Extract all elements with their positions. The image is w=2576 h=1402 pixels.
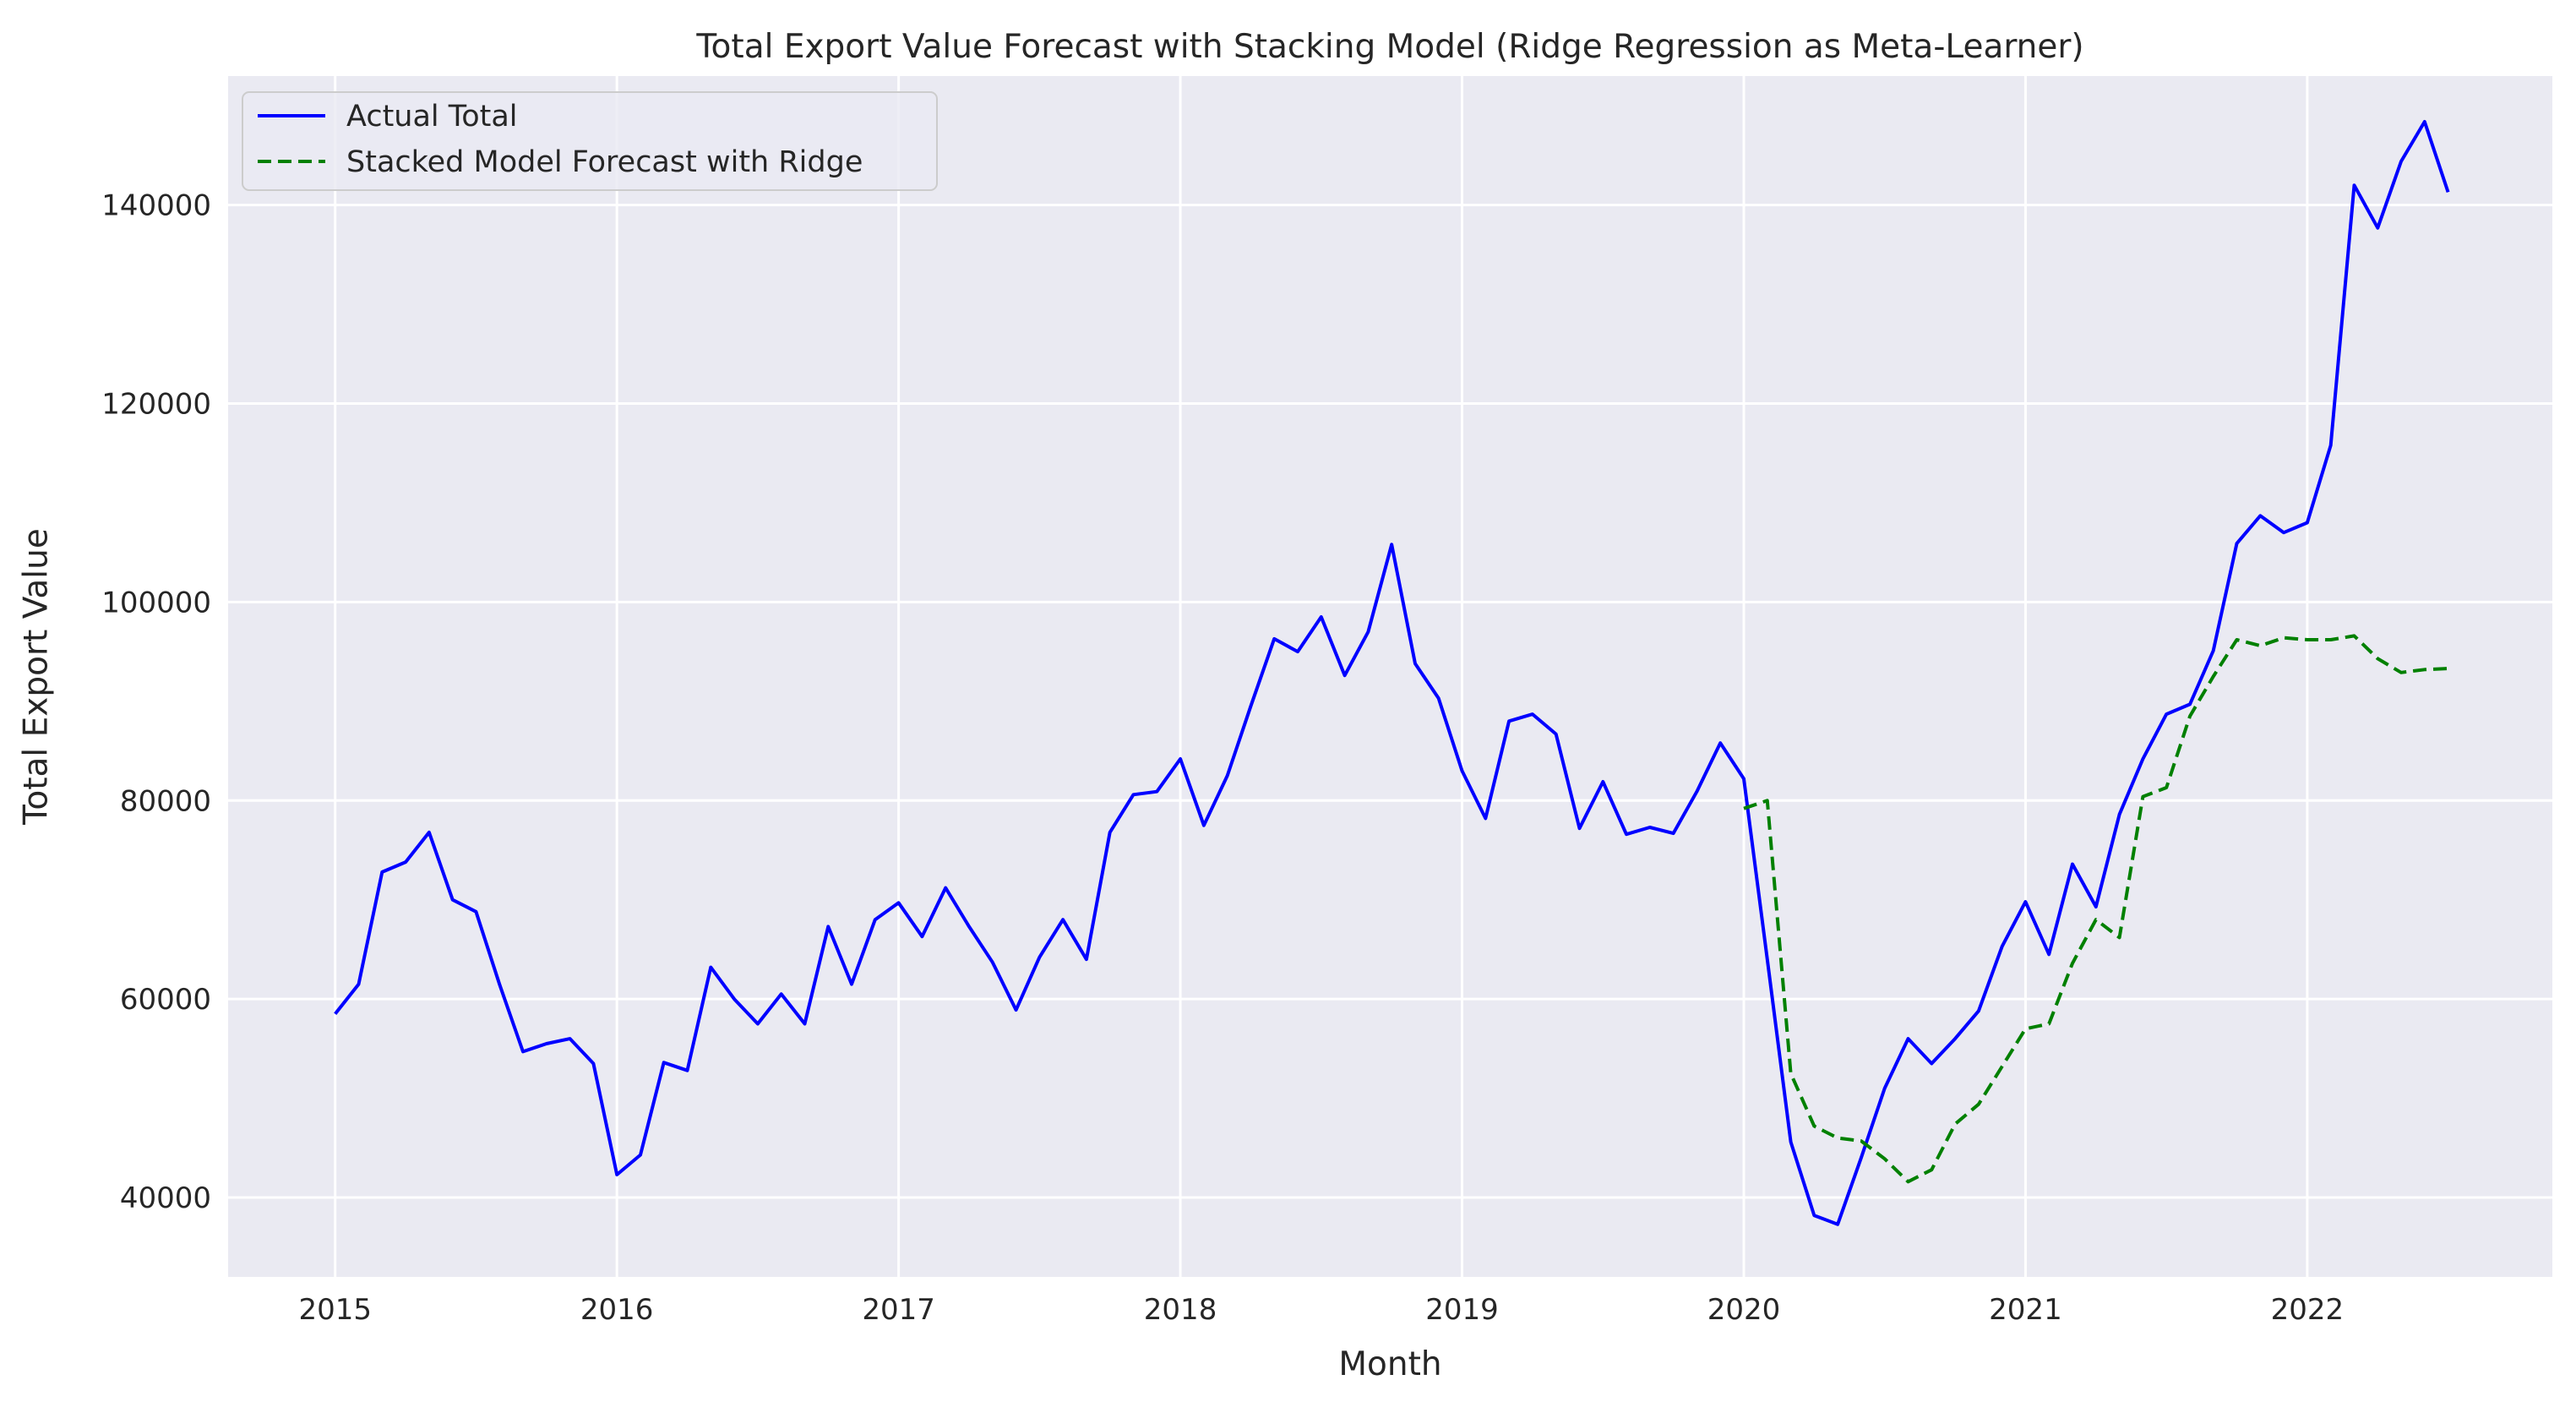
- ticks: 2015 2016 2017 2018 2019 2020 2021 2022 40000 600…: [101, 189, 2344, 1327]
- y-tick-label: 140000: [101, 189, 211, 223]
- x-axis-label: Month: [1338, 1345, 1441, 1383]
- y-tick-label: 80000: [120, 784, 211, 818]
- x-tick-label: 2020: [1707, 1293, 1781, 1327]
- legend: Actual Total Stacked Model Forecast with…: [242, 91, 938, 191]
- chart-title: Total Export Value Forecast with Stackin…: [695, 28, 2083, 66]
- x-tick-label: 2017: [862, 1293, 935, 1327]
- x-tick-label: 2022: [2271, 1293, 2345, 1327]
- y-tick-label: 100000: [101, 586, 211, 619]
- y-tick-label: 120000: [101, 388, 211, 422]
- grid: [228, 76, 2552, 1277]
- y-axis-label: Total Export Value: [18, 528, 56, 826]
- series-stacked-forecast: [1743, 634, 2448, 1184]
- y-tick-label: 40000: [120, 1181, 211, 1215]
- legend-label-actual: Actual Total: [346, 100, 518, 134]
- x-tick-label: 2021: [1989, 1293, 2062, 1327]
- x-tick-label: 2015: [298, 1293, 372, 1327]
- plot-area: [228, 76, 2552, 1277]
- series-layer: [334, 120, 2450, 1226]
- y-tick-label: 60000: [120, 983, 211, 1017]
- x-tick-label: 2016: [580, 1293, 654, 1327]
- x-tick-label: 2019: [1425, 1293, 1499, 1327]
- x-tick-label: 2018: [1144, 1293, 1217, 1327]
- legend-label-forecast: Stacked Model Forecast with Ridge: [346, 145, 863, 179]
- series-actual-total: [334, 120, 2450, 1226]
- legend-box: [242, 91, 938, 191]
